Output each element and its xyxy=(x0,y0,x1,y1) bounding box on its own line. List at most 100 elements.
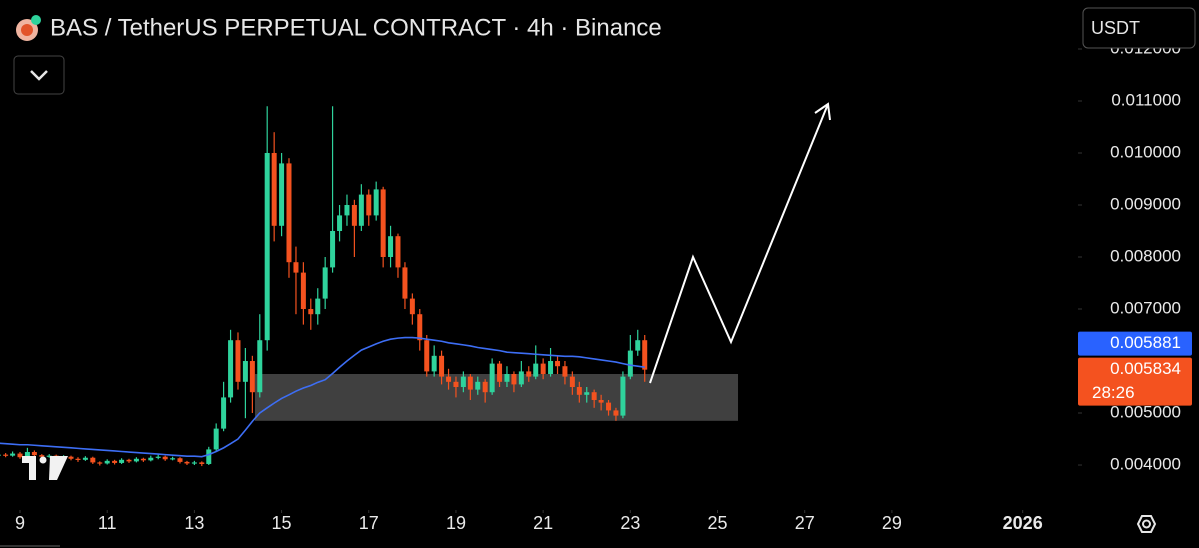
x-tick-label: 9 xyxy=(15,513,25,533)
candle-body xyxy=(424,340,430,372)
candle-body xyxy=(68,456,74,459)
candle-body xyxy=(177,458,183,462)
candle-body xyxy=(0,454,1,456)
price-labels: 0.005834 28:26 0.005881 xyxy=(1078,331,1192,406)
chevron-icon[interactable] xyxy=(30,70,48,81)
symbol-icon xyxy=(16,15,41,41)
candle-body xyxy=(286,163,292,263)
candle-body xyxy=(82,457,88,460)
icon-inner xyxy=(21,24,33,36)
gear-center[interactable] xyxy=(1142,519,1151,529)
x-tick-label: 17 xyxy=(359,513,379,533)
candle-body xyxy=(97,462,103,464)
projection-path xyxy=(649,103,829,384)
projection-arrow xyxy=(649,102,831,384)
x-tick-label: 13 xyxy=(184,513,204,533)
y-tick-label: 0.011000 xyxy=(1111,90,1181,109)
time-axis: 9 11 13 15 17 19 21 23 25 27 29 2026 xyxy=(15,510,1043,533)
candle-body xyxy=(140,458,146,461)
candle-body xyxy=(119,459,125,463)
candle-body xyxy=(308,309,314,315)
candle-body xyxy=(446,376,452,382)
candle-body xyxy=(46,455,52,457)
candle-body xyxy=(293,262,299,273)
candle-body xyxy=(395,236,401,268)
y-tick-label: 0.010000 xyxy=(1110,142,1181,161)
candle-body xyxy=(576,387,582,395)
candle-body xyxy=(199,462,205,464)
x-tick-label: 2026 xyxy=(1003,513,1043,533)
candle-body xyxy=(533,363,539,377)
candle-body xyxy=(475,381,481,390)
candle-body xyxy=(613,410,619,416)
candle-body xyxy=(184,461,190,464)
candle-body xyxy=(606,402,612,411)
candle-body xyxy=(221,397,227,429)
candle-body xyxy=(322,267,328,299)
collapse-button[interactable] xyxy=(13,55,65,95)
candle-body xyxy=(148,457,154,461)
icon-badge xyxy=(31,15,41,25)
x-tick-label: 21 xyxy=(533,513,553,533)
x-tick-label: 23 xyxy=(620,513,640,533)
candle-body xyxy=(31,452,37,456)
candle-body xyxy=(133,458,139,462)
x-tick-label: 15 xyxy=(272,513,292,533)
price-label: 0.005881 xyxy=(1110,333,1181,352)
candle-body xyxy=(170,458,176,460)
candle-body xyxy=(497,363,503,382)
candle-body xyxy=(511,374,517,385)
candle-body xyxy=(242,361,248,382)
currency-selector[interactable]: USDT xyxy=(1082,7,1196,49)
candle-body xyxy=(104,460,110,464)
zone xyxy=(254,374,739,421)
price-label: 0.005834 xyxy=(1110,359,1181,378)
candle-body xyxy=(112,460,118,463)
candle-body xyxy=(562,366,568,377)
candle-body xyxy=(548,361,554,375)
candle-body xyxy=(24,452,30,458)
currency-label[interactable]: USDT xyxy=(1091,18,1140,38)
logo-dot xyxy=(39,456,47,464)
candle-body xyxy=(482,381,488,393)
candle-body xyxy=(228,340,234,398)
candle-body xyxy=(598,400,604,403)
candle-body xyxy=(330,231,336,268)
candle-body xyxy=(439,355,445,377)
candle-body xyxy=(526,371,532,377)
candle-body xyxy=(337,215,343,232)
y-tick-label: 0.005000 xyxy=(1110,402,1181,421)
candle-body xyxy=(504,374,510,382)
x-tick-label: 25 xyxy=(708,513,728,533)
candle-body xyxy=(366,194,372,216)
candle-body xyxy=(10,453,16,456)
currency-box[interactable] xyxy=(1082,7,1196,49)
logo-part xyxy=(22,456,36,480)
settings-icon[interactable] xyxy=(1136,515,1157,533)
candle-body xyxy=(155,456,161,458)
candle-body xyxy=(620,376,626,416)
candle-body xyxy=(17,453,23,458)
candle-body xyxy=(635,340,641,351)
price-label-box xyxy=(1078,331,1192,356)
y-tick-label: 0.007000 xyxy=(1110,298,1181,317)
candle-body xyxy=(213,428,219,450)
candle-body xyxy=(409,298,415,315)
candle-body xyxy=(489,363,495,393)
x-tick-label: 11 xyxy=(98,513,117,533)
gear-outline[interactable] xyxy=(1136,515,1157,533)
candle-body xyxy=(300,272,306,310)
candle-body xyxy=(191,462,197,464)
candle-body xyxy=(126,459,132,462)
candle-body xyxy=(453,381,459,388)
candle-body xyxy=(642,340,648,370)
collapse-button-box[interactable] xyxy=(13,55,65,95)
countdown-label: 28:26 xyxy=(1092,383,1135,402)
price-label-box xyxy=(1078,357,1192,406)
y-tick-label: 0.009000 xyxy=(1110,194,1181,213)
candle-body xyxy=(264,152,270,341)
candle-body xyxy=(380,189,386,258)
candle-body xyxy=(584,392,590,395)
